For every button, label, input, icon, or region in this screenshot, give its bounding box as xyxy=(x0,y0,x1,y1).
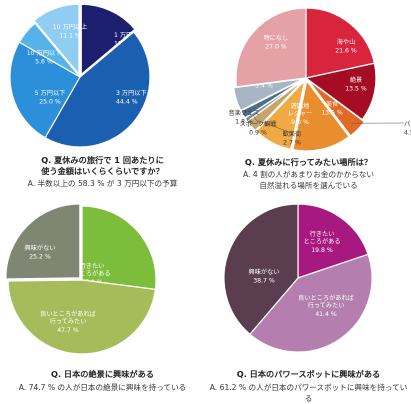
slice-value: 38.7 % xyxy=(253,277,275,284)
slice-label: 海や山 xyxy=(337,38,356,46)
slice-label: 特になし xyxy=(264,34,289,42)
question-text: Q. 夏休みの旅行で 1 回あたりに 使う金額はいくらくらいですか？ xyxy=(0,155,205,177)
slice-value: 9.0 % xyxy=(291,119,309,126)
slice-label: 歓楽街 xyxy=(283,130,302,138)
slice-label: 10 万円以上 xyxy=(53,23,88,31)
slice-label: 3 万円以下 xyxy=(116,90,147,97)
slice-label: 遊園地レジャー xyxy=(288,102,312,117)
answer-text: A. 4 割の人があまりお金のかからない 自然溢れる場所を選んでいる xyxy=(206,169,411,191)
pie-slice xyxy=(6,204,80,279)
question-text: Q. 日本のパワースポットに興味がある xyxy=(206,369,411,380)
slice-label: 5 万円以下 xyxy=(35,90,66,97)
slice-value: 47.7 % xyxy=(57,327,79,334)
answer-text: A. 半数以上の 58.3 % が 3 万円以下の予算 xyxy=(0,178,205,189)
slice-value: 13.5 % xyxy=(321,109,343,116)
slice-value: 0.9 % xyxy=(249,129,267,136)
slice-value: 13.5 % xyxy=(345,85,367,92)
question-text: Q. 日本の絶景に興味がある xyxy=(0,369,205,380)
slice-value: 4.5 % xyxy=(404,129,411,136)
slice-value: 25.0 % xyxy=(39,98,61,105)
slice-value: 11.1 % xyxy=(59,32,81,39)
slice-value: 44.4 % xyxy=(116,98,138,105)
slice-label: パワースポット xyxy=(404,120,411,128)
slice-label: 絶景 xyxy=(350,76,362,84)
slice-value: 1.8 % xyxy=(235,118,253,125)
slice-value: 41.4 % xyxy=(315,311,337,318)
answer-text: A. 61.2 % の人が日本のパワースポットに興味を持っている xyxy=(206,382,411,404)
slice-value: 5.6 % xyxy=(35,58,53,65)
slice-value: 21.6 % xyxy=(335,47,357,54)
slice-value: 27.0 % xyxy=(265,43,287,50)
slice-value: 25.2 % xyxy=(29,253,51,260)
slice-label: 美食 xyxy=(326,100,339,108)
slice-label: 興味がない xyxy=(249,268,280,276)
slice-label: 10 万円以下 xyxy=(27,50,62,57)
slice-label: 興味がない xyxy=(25,244,56,252)
answer-text: A. 74.7 % の人が日本の絶景に興味を持っている xyxy=(0,382,205,393)
slice-value: 19.8 % xyxy=(311,247,333,254)
question-text: Q. 夏休みに行ってみたい場所は？ xyxy=(206,157,411,168)
slice-label: 音楽フェス xyxy=(229,109,260,117)
slice-value: 2.7 % xyxy=(283,139,301,146)
